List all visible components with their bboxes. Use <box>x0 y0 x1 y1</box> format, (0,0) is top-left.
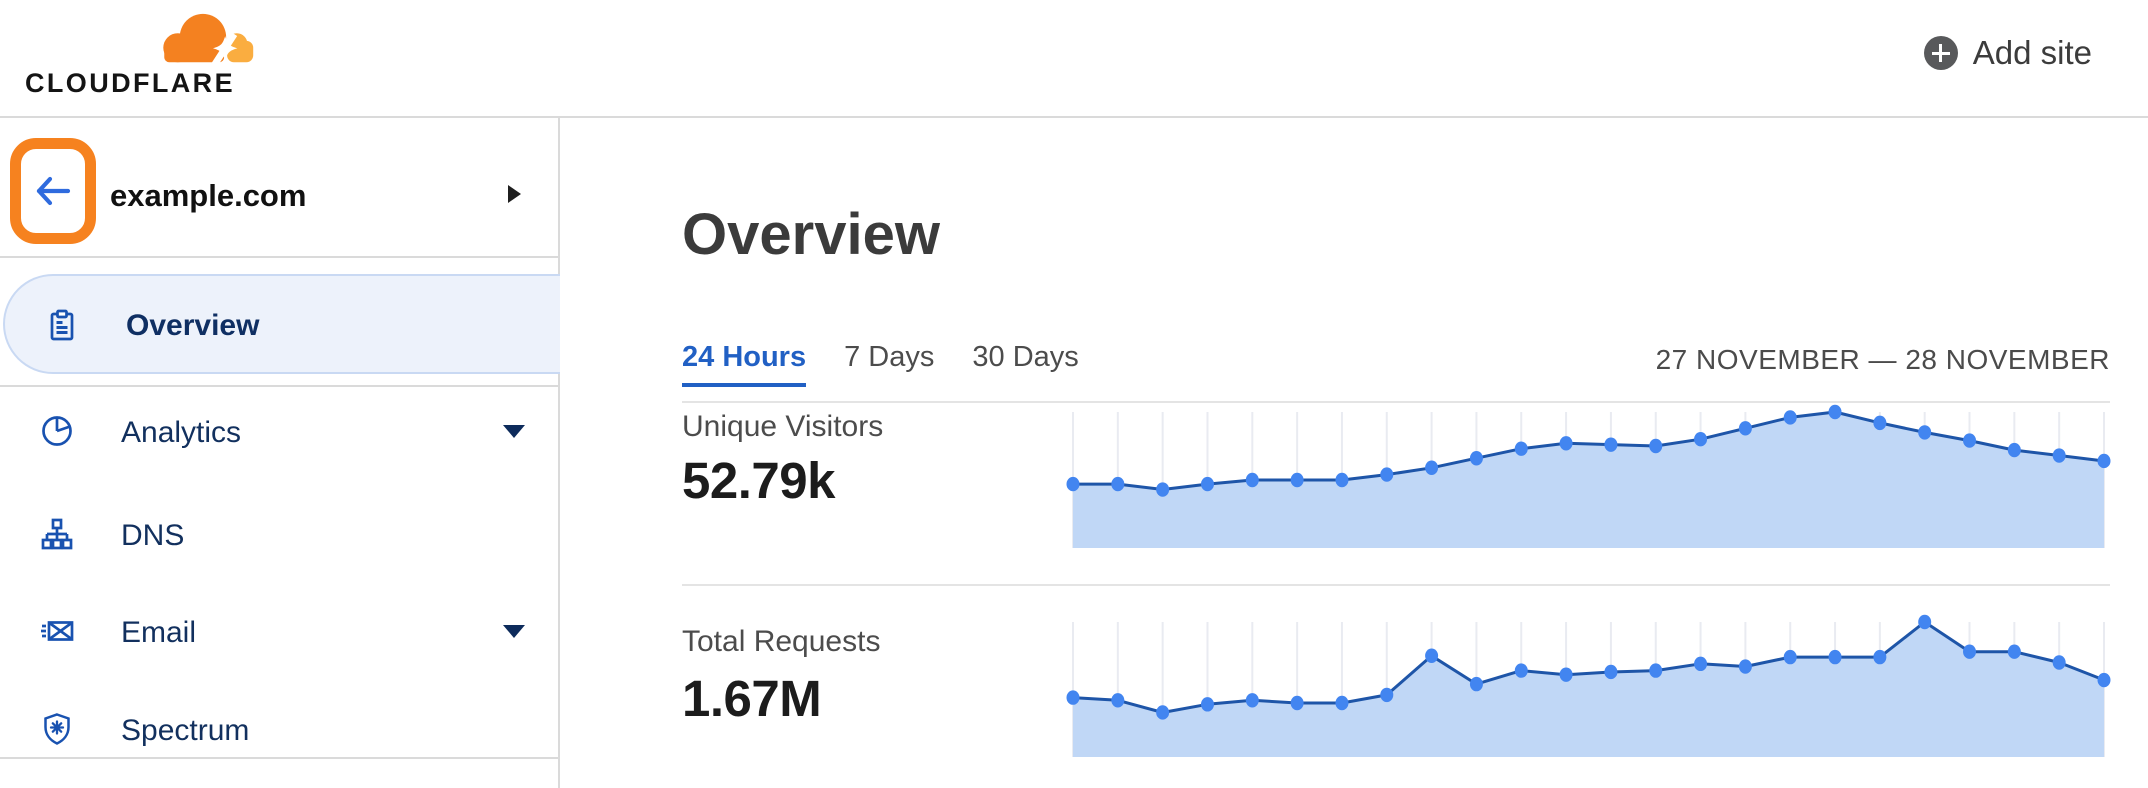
top-header: CLOUDFLARE Add site <box>0 0 2148 118</box>
add-site-label: Add site <box>1972 34 2092 71</box>
sidebar-divider <box>0 757 558 759</box>
back-button-highlight-annotation <box>10 138 96 244</box>
total-requests-value: 1.67M <box>682 670 822 727</box>
time-range-tabs: 24 Hours 7 Days 30 Days <box>682 341 1079 387</box>
back-arrow-icon[interactable] <box>31 169 75 213</box>
main-content: Overview 24 Hours 7 Days 30 Days 27 NOVE… <box>560 118 2148 788</box>
page-title: Overview <box>682 202 940 267</box>
pie-chart-icon <box>42 416 72 446</box>
sidebar-item-email[interactable]: Email <box>0 581 560 681</box>
hierarchy-icon <box>41 518 73 550</box>
clipboard-icon <box>50 309 74 341</box>
add-site-button[interactable]: Add site <box>1923 34 2092 72</box>
total-requests-chart <box>1066 614 2111 757</box>
sidebar-item-analytics[interactable]: Analytics <box>0 381 560 481</box>
cloudflare-logo[interactable]: CLOUDFLARE <box>25 4 260 114</box>
sidebar: example.com Overview Analytics <box>0 118 560 788</box>
cloudflare-cloud-icon <box>163 13 254 68</box>
sidebar-item-overview[interactable]: Overview <box>3 274 560 374</box>
sidebar-divider <box>0 385 558 387</box>
tab-24-hours[interactable]: 24 Hours <box>682 341 807 387</box>
sidebar-item-label: DNS <box>121 519 185 552</box>
sidebar-item-label: Email <box>121 616 197 649</box>
sidebar-item-spectrum[interactable]: Spectrum <box>0 679 560 779</box>
sidebar-item-label: Analytics <box>121 416 242 449</box>
chevron-down-icon <box>503 625 525 638</box>
total-requests-label: Total Requests <box>682 625 881 658</box>
sidebar-item-label: Overview <box>126 309 260 342</box>
tab-7-days[interactable]: 7 Days <box>844 341 935 373</box>
tab-30-days[interactable]: 30 Days <box>972 341 1079 373</box>
section-divider <box>682 584 2110 586</box>
sidebar-item-label: Spectrum <box>121 714 250 747</box>
shield-icon <box>44 713 70 745</box>
date-range-label: 27 NOVEMBER — 28 NOVEMBER <box>1655 344 2110 375</box>
site-switcher[interactable]: example.com <box>0 118 558 258</box>
unique-visitors-chart <box>1066 404 2111 548</box>
cloudflare-wordmark: CLOUDFLARE <box>25 68 235 98</box>
chevron-down-icon <box>503 425 525 438</box>
unique-visitors-value: 52.79k <box>682 452 836 509</box>
sidebar-item-dns[interactable]: DNS <box>0 484 560 584</box>
chevron-right-icon[interactable] <box>508 185 521 203</box>
unique-visitors-label: Unique Visitors <box>682 410 884 443</box>
site-name: example.com <box>110 178 307 213</box>
envelope-icon <box>41 621 74 641</box>
section-divider <box>682 401 2110 403</box>
plus-icon <box>1923 36 1958 70</box>
